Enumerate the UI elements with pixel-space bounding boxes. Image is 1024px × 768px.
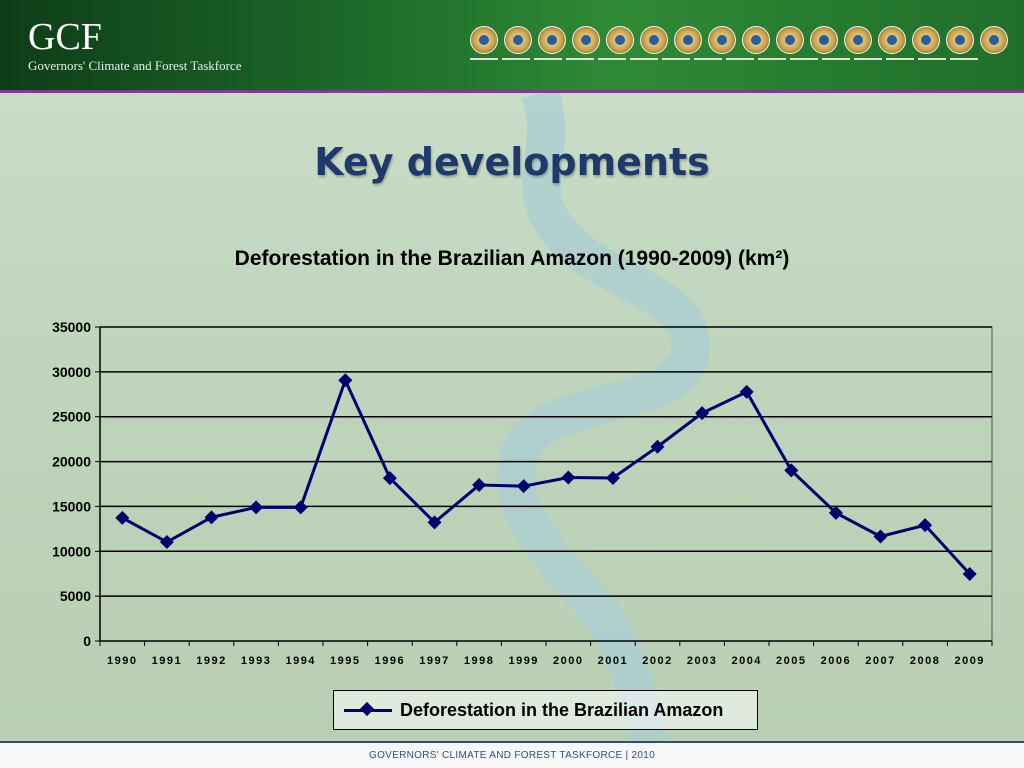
line-chart: 0 5000 10000 15000 20000 25000 30000 35000 1990…: [52, 319, 993, 667]
data-point: [873, 529, 888, 544]
seal-11-icon: [810, 26, 838, 54]
x-tick-label: 2003: [687, 655, 717, 667]
data-point: [516, 479, 531, 494]
seal-13-icon: [878, 26, 906, 54]
x-tick-label: 2007: [865, 655, 895, 667]
chart-gridlines: [99, 326, 993, 642]
seal-2-icon: [504, 26, 532, 54]
state-seals-row: [470, 26, 1008, 54]
x-tick-label: 2004: [731, 655, 761, 667]
seal-15-icon: [946, 26, 974, 54]
seal-5-icon: [606, 26, 634, 54]
x-tick-label: 1992: [196, 655, 226, 667]
y-tick-label: 20000: [52, 454, 91, 470]
data-point: [338, 373, 353, 388]
x-tick-label: 2005: [776, 655, 806, 667]
y-tick-label: 25000: [52, 409, 91, 425]
seal-9-icon: [742, 26, 770, 54]
header-divider: [0, 90, 1024, 93]
data-point: [249, 500, 264, 515]
series-line: [121, 376, 971, 576]
y-tick-label: 15000: [52, 498, 91, 514]
x-tick-label: 1994: [285, 655, 315, 667]
data-point: [784, 463, 799, 478]
x-tick-label: 1996: [375, 655, 405, 667]
x-axis: 1990 1991 1992 1993 1994 1995 1996 1997 1998 1999…: [99, 641, 993, 667]
data-point: [828, 505, 843, 520]
data-point: [293, 500, 308, 515]
header-banner: GCF Governors' Climate and Forest Taskfo…: [0, 0, 1024, 90]
plot-area-border: [99, 326, 993, 642]
data-point: [427, 515, 442, 530]
y-tick-label: 5000: [60, 588, 91, 604]
seal-16-icon: [980, 26, 1008, 54]
seal-4-icon: [572, 26, 600, 54]
x-tick-label: 2006: [821, 655, 851, 667]
y-tick-label: 10000: [52, 543, 91, 559]
seal-captions: [470, 58, 1010, 66]
x-tick-label: 2000: [553, 655, 583, 667]
footer-divider: [0, 741, 1024, 743]
seal-10-icon: [776, 26, 804, 54]
seal-12-icon: [844, 26, 872, 54]
data-point: [382, 471, 397, 486]
data-point: [739, 384, 754, 399]
data-point: [159, 535, 174, 550]
y-tick-label: 0: [83, 633, 91, 649]
river-illustration: [497, 93, 710, 741]
seal-1-icon: [470, 26, 498, 54]
x-tick-label: 1998: [464, 655, 494, 667]
data-point: [204, 510, 219, 525]
x-tick-label: 2009: [954, 655, 984, 667]
seal-6-icon: [640, 26, 668, 54]
data-point: [918, 518, 933, 533]
x-tick-label: 2001: [598, 655, 628, 667]
data-point: [472, 478, 487, 493]
x-tick-label: 1995: [330, 655, 360, 667]
seal-7-icon: [674, 26, 702, 54]
x-tick-label: 1999: [508, 655, 538, 667]
brand-subtitle: Governors' Climate and Forest Taskforce: [28, 58, 242, 73]
x-tick-label: 1993: [241, 655, 271, 667]
y-axis: 0 5000 10000 15000 20000 25000 30000 35000: [52, 319, 101, 649]
x-tick-label: 1991: [152, 655, 182, 667]
chart-series: [115, 373, 977, 582]
x-tick-label: 1997: [419, 655, 449, 667]
legend-swatch: [344, 701, 392, 717]
y-tick-label: 30000: [52, 364, 91, 380]
seal-8-icon: [708, 26, 736, 54]
seal-3-icon: [538, 26, 566, 54]
data-point: [695, 406, 710, 421]
x-tick-label: 2002: [642, 655, 672, 667]
legend-label: Deforestation in the Brazilian Amazon: [400, 699, 724, 720]
slide-title: Key developments: [314, 140, 710, 184]
data-point: [962, 567, 977, 582]
data-point: [561, 470, 576, 485]
data-point: [650, 439, 665, 454]
footer-text: GOVERNORS' CLIMATE AND FOREST TASKFORCE …: [369, 750, 655, 761]
chart-legend: Deforestation in the Brazilian Amazon: [333, 690, 758, 730]
x-tick-label: 2008: [910, 655, 940, 667]
y-tick-label: 35000: [52, 319, 91, 335]
chart-title: Deforestation in the Brazilian Amazon (1…: [234, 247, 790, 270]
data-point: [605, 471, 620, 486]
seal-14-icon: [912, 26, 940, 54]
x-tick-label: 1990: [107, 655, 137, 667]
footer-bar: [0, 741, 1024, 768]
brand-logo: GCF: [28, 16, 102, 58]
data-point: [115, 510, 130, 525]
